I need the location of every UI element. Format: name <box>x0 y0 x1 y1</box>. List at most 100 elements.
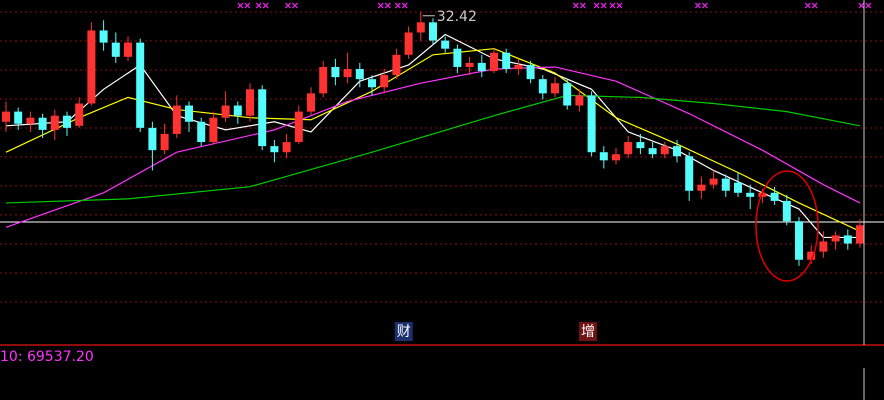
candle-body <box>221 105 230 118</box>
candle-body <box>551 83 559 94</box>
signal-cross <box>255 2 262 9</box>
candle-body <box>87 30 96 104</box>
candle-body <box>160 133 169 151</box>
signal-cross <box>394 2 401 9</box>
candle-body <box>770 192 779 201</box>
signal-cross <box>600 2 607 9</box>
candle-body <box>38 117 47 130</box>
signal-marker <box>572 2 586 9</box>
candle-body <box>99 30 108 43</box>
candle-body <box>343 69 352 78</box>
signal-marker <box>593 2 607 9</box>
candle-body <box>612 154 620 161</box>
candle-body <box>758 192 767 197</box>
lines <box>5 33 861 239</box>
signal-marker <box>609 2 623 9</box>
candle-body <box>258 89 267 147</box>
candle-body <box>282 142 291 153</box>
signal-cross <box>616 2 623 9</box>
candle-body <box>294 111 303 143</box>
candle-body <box>587 95 596 153</box>
candle-body <box>453 48 462 67</box>
candle-body <box>636 142 645 149</box>
candle-body <box>831 235 840 242</box>
signal-cross <box>593 2 600 9</box>
candle-body <box>465 62 474 67</box>
signal-cross <box>262 2 269 9</box>
candle-body <box>673 146 681 157</box>
candles <box>2 11 864 266</box>
candle-body <box>538 79 547 94</box>
candle-body <box>709 178 718 185</box>
signal-marker <box>377 2 391 9</box>
signal-cross <box>292 2 298 9</box>
candle-body <box>209 117 218 143</box>
candle-body <box>111 42 120 57</box>
candle-body <box>2 111 10 122</box>
candle-body <box>26 117 35 124</box>
signal-cross <box>701 2 708 9</box>
event-label: 增 <box>581 324 595 340</box>
candle-body <box>477 62 486 72</box>
candle-body <box>63 115 71 128</box>
signal-cross <box>237 2 244 9</box>
event-box <box>394 322 413 341</box>
candle-body <box>819 241 828 252</box>
signal-marker <box>255 2 269 9</box>
candle-body <box>197 121 206 143</box>
candle-body <box>563 83 572 106</box>
candle-body <box>721 178 730 191</box>
signal-marker <box>804 2 818 9</box>
candle-body <box>490 52 498 72</box>
candle-body <box>307 93 315 112</box>
signal-marker <box>237 2 251 9</box>
signal-cross <box>572 2 579 9</box>
event-box <box>578 322 597 341</box>
candle-body <box>331 66 340 78</box>
signal-cross <box>377 2 384 9</box>
signal-marker <box>285 2 298 9</box>
candle-body <box>660 146 669 155</box>
candle-body <box>355 69 364 80</box>
candle-body <box>270 146 279 153</box>
candle-body <box>380 75 389 88</box>
candle-body <box>856 225 864 244</box>
overlay: 32.42 财 增 <box>237 2 872 341</box>
candle-body <box>148 127 157 151</box>
signal-marker <box>858 2 872 9</box>
candle-body <box>807 251 816 260</box>
signal-cross <box>244 2 251 9</box>
candle-body <box>697 184 706 191</box>
candle-body <box>416 22 425 33</box>
signal-cross <box>858 2 865 9</box>
moving-average-line <box>5 48 861 232</box>
max-annotation: 32.42 <box>437 9 477 25</box>
candle-body <box>14 111 23 124</box>
event-label: 财 <box>397 324 411 340</box>
signal-cross <box>384 2 391 9</box>
signal-marker <box>694 2 708 9</box>
candle-body <box>441 40 450 49</box>
moving-average-line <box>5 94 861 204</box>
candle-body <box>429 22 437 41</box>
candle-body <box>526 64 535 80</box>
candle-body <box>734 182 742 193</box>
signal-cross <box>694 2 701 9</box>
signal-cross <box>804 2 811 9</box>
candle-body <box>50 115 59 130</box>
signal-cross <box>865 2 872 9</box>
candle-body <box>502 52 511 69</box>
candle-body <box>746 192 755 197</box>
candle-body <box>172 105 181 134</box>
sub-chart-label: 10: 69537.20 <box>0 349 94 365</box>
candle-body <box>685 156 694 191</box>
candle-body <box>124 42 132 57</box>
candle-body <box>233 105 242 116</box>
candle-body <box>575 95 584 106</box>
candle-body <box>392 54 401 76</box>
candle-body <box>795 221 803 260</box>
signal-cross <box>811 2 818 9</box>
